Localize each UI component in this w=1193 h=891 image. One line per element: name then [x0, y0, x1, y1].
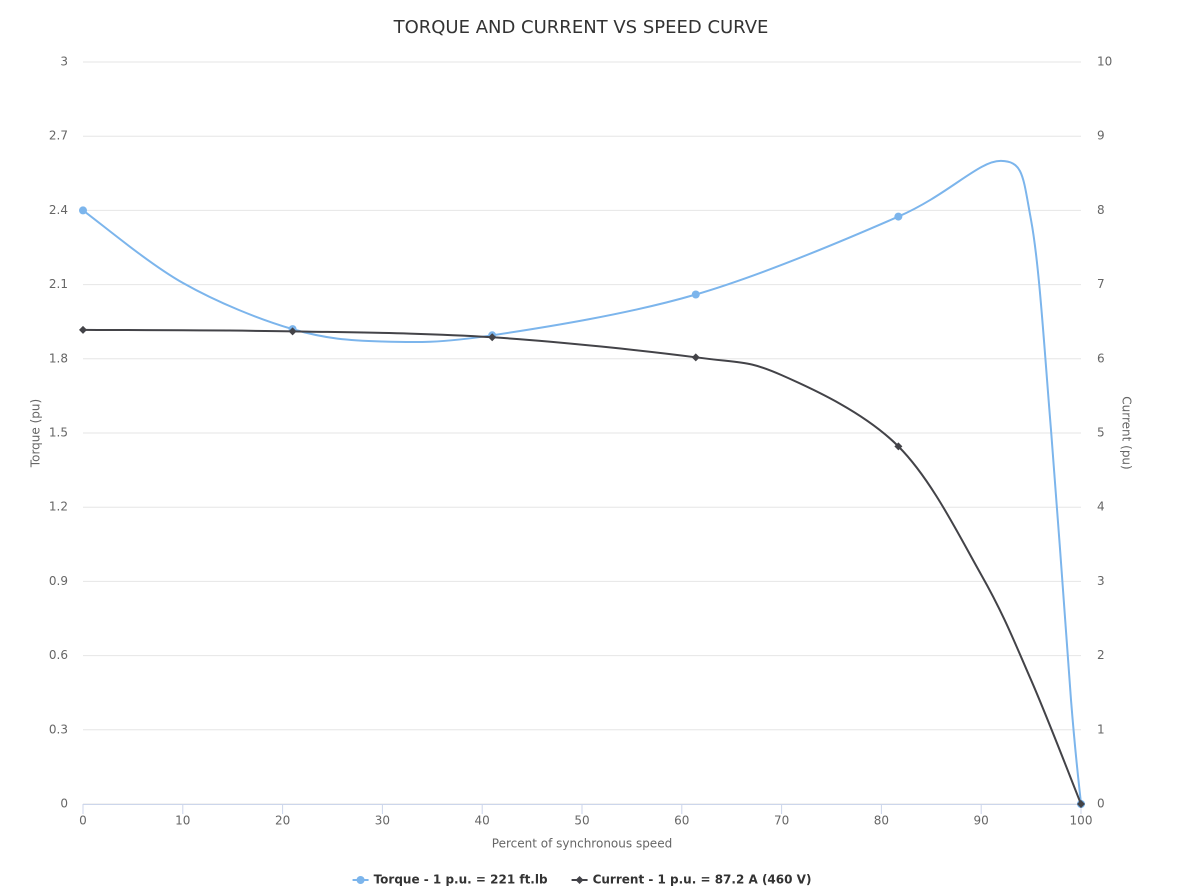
- x-tick-label: 0: [79, 814, 87, 828]
- point-marker: [288, 327, 297, 336]
- y2-tick-label: 9: [1097, 129, 1105, 143]
- series-line: [82, 328, 1082, 805]
- y2-tick-label: 7: [1097, 277, 1105, 291]
- y-tick-label: 2.1: [49, 277, 68, 291]
- legend-item[interactable]: Current - 1 p.u. = 87.2 A (460 V): [571, 873, 812, 887]
- y-tick-label: 0.9: [49, 574, 68, 588]
- x-tick-label: 50: [574, 814, 589, 828]
- y-tick-label: 2.4: [49, 203, 68, 217]
- y2-tick-label: 3: [1097, 574, 1105, 588]
- y2-axis-label: Current (pu): [1120, 396, 1134, 469]
- x-axis-label: Percent of synchronous speed: [492, 837, 672, 851]
- legend-marker: [356, 876, 365, 884]
- y2-tick-label: 1: [1097, 722, 1105, 736]
- x-tick-label: 90: [974, 814, 989, 828]
- y2-tick-label: 8: [1097, 203, 1105, 217]
- x-tick-label: 100: [1070, 814, 1093, 828]
- y2-tick-label: 4: [1097, 500, 1105, 514]
- y-tick-label: 1.5: [49, 426, 68, 440]
- x-tick-label: 60: [674, 814, 689, 828]
- legend-label: Torque - 1 p.u. = 221 ft.lb: [374, 873, 548, 887]
- chart-title: TORQUE AND CURRENT VS SPEED CURVE: [393, 17, 769, 38]
- point-marker: [894, 442, 903, 451]
- y-tick-label: 3: [60, 55, 68, 69]
- series-line: [82, 159, 1082, 805]
- point-marker: [1077, 800, 1085, 808]
- point-marker: [691, 290, 700, 299]
- y-tick-label: 1.8: [49, 351, 68, 365]
- legend-item[interactable]: Torque - 1 p.u. = 221 ft.lb: [352, 873, 548, 887]
- y-tick-label: 0: [60, 797, 68, 811]
- point-marker: [691, 353, 700, 362]
- x-tick-label: 70: [774, 814, 789, 828]
- x-tick-label: 10: [175, 814, 190, 828]
- legend-label: Current - 1 p.u. = 87.2 A (460 V): [593, 873, 812, 887]
- y-tick-label: 0.6: [49, 648, 68, 662]
- y2-tick-label: 10: [1097, 55, 1112, 69]
- x-tick-label: 80: [874, 814, 889, 828]
- x-tick-label: 30: [375, 814, 390, 828]
- y-tick-label: 2.7: [49, 129, 68, 143]
- x-tick-label: 40: [475, 814, 490, 828]
- point-marker: [488, 333, 497, 342]
- point-marker: [894, 212, 903, 221]
- x-tick-label: 20: [275, 814, 290, 828]
- y2-tick-label: 0: [1097, 797, 1105, 811]
- point-marker: [79, 206, 87, 215]
- y-tick-label: 0.3: [49, 722, 68, 736]
- point-marker: [79, 325, 87, 334]
- y-axis-label: Torque (pu): [29, 399, 43, 468]
- y-tick-label: 1.2: [49, 500, 68, 514]
- legend-marker: [575, 876, 584, 884]
- y2-tick-label: 6: [1097, 351, 1105, 365]
- y2-tick-label: 2: [1097, 648, 1105, 662]
- legend: Torque - 1 p.u. = 221 ft.lb Current - 1 p…: [352, 873, 812, 887]
- y2-tick-label: 5: [1097, 426, 1105, 440]
